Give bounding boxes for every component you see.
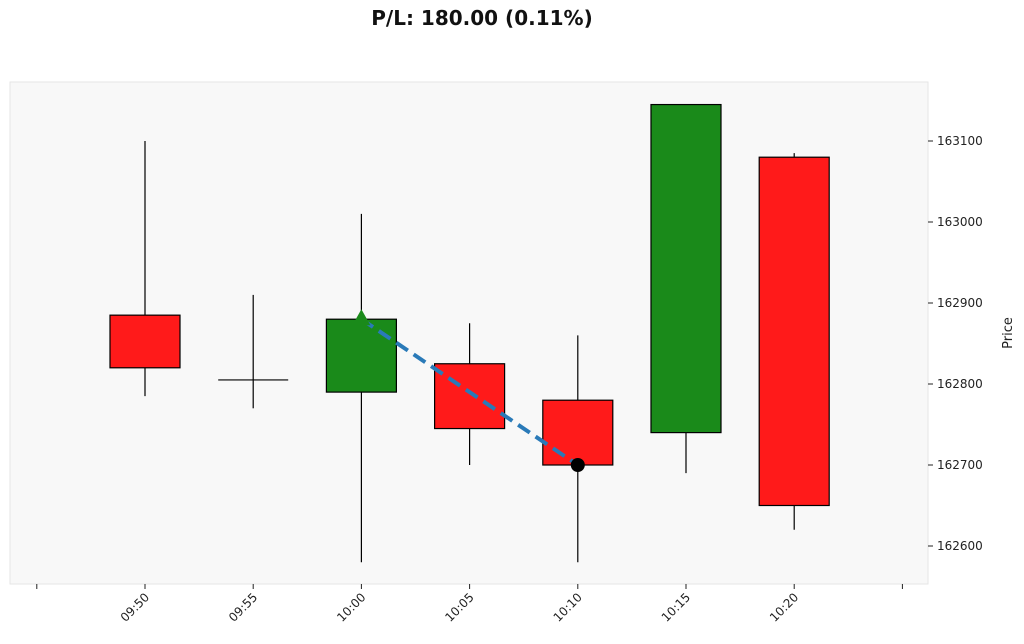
y-tick-label: 162700 — [937, 458, 983, 472]
y-tick-label: 163100 — [937, 134, 983, 148]
y-axis-label: Price — [1001, 317, 1016, 349]
candles-layer — [109, 103, 830, 563]
candle-body — [650, 103, 722, 434]
x-axis: 09:50 09:55 10:00 10:05 10:10 10:15 10:20 — [36, 584, 903, 625]
candle-body — [758, 156, 830, 507]
candle-body — [434, 363, 506, 430]
candle-body — [542, 399, 614, 466]
trade-layer — [352, 309, 585, 472]
x-tick-label: 09:50 — [118, 590, 152, 624]
trade-line — [360, 317, 579, 467]
y-tick-label: 162900 — [937, 296, 983, 310]
y-tick-label: 162800 — [937, 377, 983, 391]
y-tick-label: 163000 — [937, 215, 983, 229]
candle-body — [325, 318, 397, 393]
x-tick-label: 10:00 — [334, 590, 368, 624]
chart-title: P/L: 180.00 (0.11%) — [371, 6, 593, 30]
candle-body — [109, 314, 181, 369]
y-axis: 162600 162700 162800 162900 163000 163100 — [928, 134, 983, 553]
exit-marker-icon — [570, 458, 585, 472]
entry-marker-icon — [352, 309, 371, 326]
x-tick-label: 10:15 — [659, 590, 693, 624]
x-tick-label: 10:10 — [551, 590, 585, 624]
y-tick-label: 162600 — [937, 539, 983, 553]
x-tick-label: 09:55 — [226, 590, 260, 624]
x-tick-label: 10:20 — [767, 590, 801, 624]
x-tick-label: 10:05 — [442, 590, 476, 624]
